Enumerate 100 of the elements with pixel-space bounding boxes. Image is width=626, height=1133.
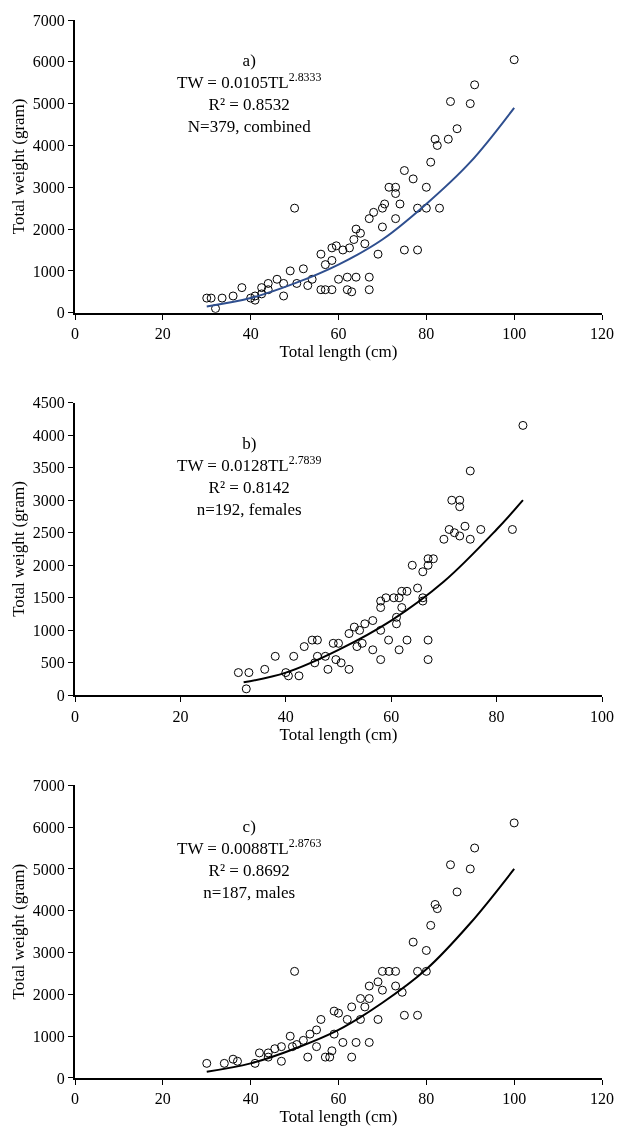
- y-tick-label: 0: [56, 1069, 65, 1087]
- point: [202, 1058, 212, 1068]
- point: [303, 1052, 313, 1062]
- x-tick-label: 20: [154, 1090, 171, 1108]
- point: [276, 1042, 286, 1052]
- point: [327, 1046, 337, 1056]
- y-tick-label: 0: [56, 304, 65, 322]
- point: [292, 1040, 302, 1050]
- x-axis-title: Total length (cm): [279, 341, 398, 361]
- y-tick-label: 2000: [32, 985, 65, 1003]
- x-tick-label: 0: [71, 707, 79, 725]
- point: [270, 1044, 280, 1054]
- point: [373, 1014, 383, 1024]
- y-tick-label: 1500: [32, 589, 65, 607]
- x-tick-label: 80: [488, 707, 505, 725]
- annotation: n=187, males: [203, 883, 296, 903]
- point: [347, 1052, 357, 1062]
- point: [373, 977, 383, 987]
- point: [250, 1058, 260, 1068]
- point: [509, 818, 519, 828]
- point: [334, 1008, 343, 1018]
- x-tick-label: 80: [418, 1090, 435, 1108]
- y-tick-label: 4000: [32, 426, 65, 444]
- x-tick-label: 60: [330, 324, 347, 342]
- y-tick-label: 2000: [32, 220, 65, 238]
- annotation: R² = 0.8692: [208, 861, 290, 881]
- y-axis-title: Total weight (gram): [8, 98, 28, 235]
- point: [320, 1052, 330, 1062]
- point: [263, 1048, 273, 1058]
- x-tick-label: 60: [383, 707, 400, 725]
- y-tick-label: 0: [56, 686, 65, 704]
- point: [430, 899, 440, 909]
- y-tick-label: 3000: [32, 178, 65, 196]
- x-tick-label: 20: [154, 324, 171, 342]
- point: [285, 1031, 295, 1041]
- annotation: R² = 0.8532: [208, 95, 290, 115]
- y-tick-label: 500: [40, 654, 65, 672]
- y-tick-label: 5000: [32, 95, 65, 113]
- point: [432, 904, 442, 914]
- x-tick-label: 80: [418, 324, 435, 342]
- point: [377, 966, 387, 976]
- x-tick-label: 60: [330, 1090, 347, 1108]
- point: [397, 987, 407, 997]
- point: [329, 1029, 339, 1039]
- x-tick-label: 120: [590, 1090, 614, 1108]
- point: [351, 1037, 361, 1047]
- x-axis-title: Total length (cm): [279, 1107, 398, 1127]
- x-tick-label: 40: [242, 324, 259, 342]
- y-tick-label: 4500: [32, 394, 65, 412]
- point: [228, 1054, 238, 1064]
- point: [232, 1056, 242, 1066]
- annotation: TW = 0.0088TL$^{2.8763}$: [177, 835, 322, 859]
- point: [421, 945, 431, 955]
- point: [347, 1002, 357, 1012]
- x-axis-title: Total length (cm): [279, 724, 398, 744]
- point: [364, 1037, 374, 1047]
- point: [290, 966, 300, 976]
- point: [276, 1056, 286, 1066]
- point: [298, 1035, 308, 1045]
- y-axis-title: Total weight (gram): [8, 481, 28, 617]
- point: [355, 994, 365, 1004]
- point: [452, 887, 462, 897]
- annotation: R² = 0.8142: [208, 478, 290, 498]
- point: [413, 966, 423, 976]
- point: [338, 1037, 348, 1047]
- point: [263, 1052, 273, 1062]
- annotation: TW = 0.0128TL$^{2.7839}$: [177, 452, 322, 476]
- point: [445, 860, 455, 870]
- y-tick-label: 1000: [32, 621, 65, 639]
- point: [316, 1014, 326, 1024]
- x-tick-label: 0: [71, 324, 79, 342]
- y-tick-label: 6000: [32, 818, 65, 836]
- point: [325, 1052, 335, 1062]
- annotation: TW = 0.0105TL$^{2.8333}$: [177, 69, 322, 93]
- y-tick-label: 1000: [32, 262, 65, 280]
- point: [399, 1010, 409, 1020]
- y-axis-title: Total weight (gram): [8, 863, 28, 1000]
- point: [254, 1048, 264, 1058]
- x-tick-label: 40: [242, 1090, 259, 1108]
- annotation: c): [242, 817, 256, 836]
- point: [391, 981, 401, 991]
- point: [465, 864, 475, 874]
- point: [364, 994, 374, 1004]
- annotation: N=379, combined: [187, 117, 312, 137]
- y-tick-label: 2500: [32, 524, 65, 542]
- y-tick-label: 5000: [32, 860, 65, 878]
- point: [329, 1006, 339, 1016]
- x-tick-label: 100: [502, 324, 527, 342]
- annotation: a): [242, 51, 256, 70]
- point: [342, 1014, 352, 1024]
- y-tick-label: 3000: [32, 491, 65, 509]
- point: [391, 966, 401, 976]
- y-tick-label: 3000: [32, 944, 65, 962]
- point: [377, 985, 387, 995]
- point: [219, 1058, 229, 1068]
- annotation: b): [242, 434, 257, 453]
- point: [312, 1042, 322, 1052]
- point: [426, 920, 436, 930]
- y-tick-label: 1000: [32, 1027, 65, 1045]
- x-tick-label: 40: [277, 707, 294, 725]
